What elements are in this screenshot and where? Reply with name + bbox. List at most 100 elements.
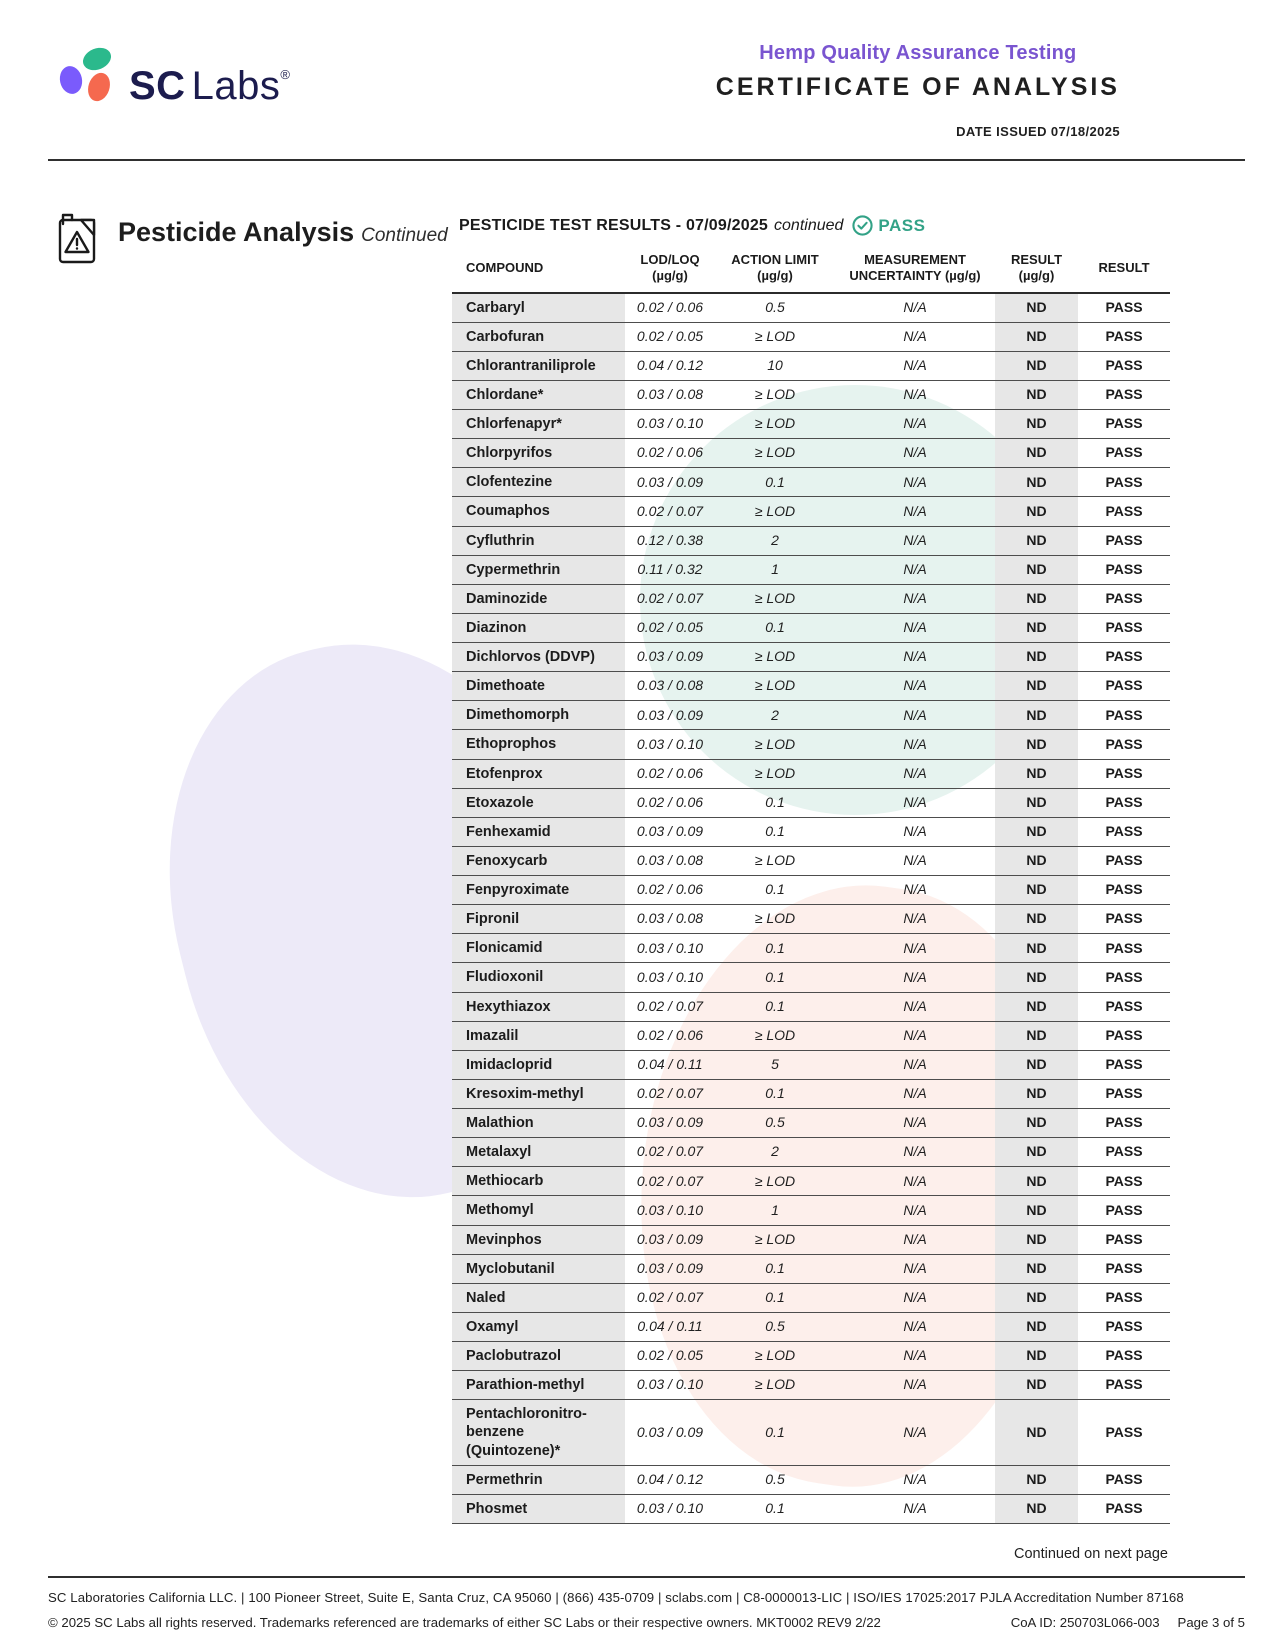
results-heading-suffix: continued [774, 216, 844, 234]
compound-name: Naled [452, 1283, 625, 1313]
section-title-wrap: Pesticide Analysis Continued [118, 207, 448, 1524]
result-value: ND [995, 817, 1078, 847]
uncertainty-value: N/A [903, 1259, 927, 1276]
uncertainty-value: N/A [903, 648, 927, 665]
table-row: Metalaxyl 0.02 / 0.07 2 N/A ND PASS [452, 1137, 1170, 1167]
logo-labs-text: Labs [191, 64, 281, 108]
results-heading: PESTICIDE TEST RESULTS - 07/09/2025 cont… [452, 199, 1170, 248]
pass-badge: PASS [852, 215, 925, 236]
sc-labs-wordmark: SC Labs® [129, 44, 290, 117]
uncertainty-value: N/A [903, 560, 927, 577]
result-value: ND [995, 1399, 1078, 1466]
compound-name: Chlorpyrifos [452, 438, 625, 468]
uncertainty-value: N/A [903, 881, 927, 898]
result-value: ND [995, 933, 1078, 963]
table-row: Dimethomorph 0.03 / 0.09 2 N/A ND PASS [452, 700, 1170, 730]
compound-name: Myclobutanil [452, 1254, 625, 1284]
uncertainty-value: N/A [903, 1230, 927, 1247]
compound-name: Permethrin [452, 1465, 625, 1495]
compound-name: Chlorfenapyr* [452, 409, 625, 439]
section-title: Pesticide Analysis [118, 217, 355, 247]
result-value: ND [995, 1283, 1078, 1313]
table-row: Dimethoate 0.03 / 0.08 ≥ LOD N/A ND PASS [452, 671, 1170, 701]
lod-loq-value: 0.03 / 0.10 [636, 415, 704, 432]
compound-name: Hexythiazox [452, 992, 625, 1022]
section-heading-block: Pesticide Analysis Continued [48, 199, 452, 1524]
status-value: PASS [1105, 968, 1143, 985]
uncertainty-value: N/A [903, 823, 927, 840]
uncertainty-value: N/A [903, 1114, 927, 1131]
lod-loq-value: 0.03 / 0.09 [636, 473, 704, 490]
table-row: Chlorantraniliprole 0.04 / 0.12 10 N/A ND PAS… [452, 351, 1170, 381]
status-value: PASS [1105, 590, 1143, 607]
lod-loq-value: 0.02 / 0.05 [636, 327, 704, 344]
lod-loq-value: 0.02 / 0.07 [636, 1172, 704, 1189]
result-value: ND [995, 351, 1078, 381]
compound-name: Daminozide [452, 584, 625, 614]
pass-check-icon [852, 215, 874, 236]
table-row: Mevinphos 0.03 / 0.09 ≥ LOD N/A ND PASS [452, 1225, 1170, 1255]
compound-name: Dichlorvos (DDVP) [452, 642, 625, 672]
lod-loq-value: 0.02 / 0.07 [636, 1143, 704, 1160]
action-limit-value: ≥ LOD [754, 852, 796, 869]
table-row: Imidacloprid 0.04 / 0.11 5 N/A ND PASS [452, 1050, 1170, 1080]
table-row: Chlorpyrifos 0.02 / 0.06 ≥ LOD N/A ND PASS [452, 438, 1170, 468]
action-limit-value: ≥ LOD [754, 502, 796, 519]
uncertainty-value: N/A [903, 386, 927, 403]
status-value: PASS [1105, 735, 1143, 752]
lod-loq-value: 0.02 / 0.06 [636, 444, 704, 461]
compound-name: Fenhexamid [452, 817, 625, 847]
action-limit-value: ≥ LOD [754, 1026, 796, 1043]
table-row: Pentachloronitro- benzene (Quintozene)* 0… [452, 1399, 1170, 1466]
result-value: ND [995, 1108, 1078, 1138]
result-value: ND [995, 496, 1078, 526]
table-row: Ethoprophos 0.03 / 0.10 ≥ LOD N/A ND PASS [452, 729, 1170, 759]
uncertainty-value: N/A [903, 531, 927, 548]
compound-name: Coumaphos [452, 496, 625, 526]
action-limit-value: 0.1 [765, 619, 785, 636]
status-value: PASS [1105, 1026, 1143, 1043]
lod-loq-value: 0.03 / 0.09 [636, 1259, 704, 1276]
result-value: ND [995, 1050, 1078, 1080]
lod-loq-value: 0.03 / 0.10 [636, 735, 704, 752]
compound-name: Metalaxyl [452, 1137, 625, 1167]
status-value: PASS [1105, 1289, 1143, 1306]
status-value: PASS [1105, 560, 1143, 577]
lod-loq-value: 0.03 / 0.08 [636, 677, 704, 694]
status-value: PASS [1105, 881, 1143, 898]
action-limit-value: ≥ LOD [754, 735, 796, 752]
result-value: ND [995, 729, 1078, 759]
logo-sc-text: SC [129, 64, 186, 108]
status-value: PASS [1105, 1259, 1143, 1276]
lod-loq-value: 0.02 / 0.06 [636, 764, 704, 781]
compound-name: Ethoprophos [452, 729, 625, 759]
uncertainty-value: N/A [903, 1347, 927, 1364]
compound-name: Fludioxonil [452, 962, 625, 992]
result-value: ND [995, 788, 1078, 818]
table-row: Fenpyroximate 0.02 / 0.06 0.1 N/A ND PASS [452, 875, 1170, 905]
table-row: Fenoxycarb 0.03 / 0.08 ≥ LOD N/A ND PASS [452, 846, 1170, 876]
compound-name: Oxamyl [452, 1312, 625, 1342]
table-row: Fludioxonil 0.03 / 0.10 0.1 N/A ND PASS [452, 962, 1170, 992]
footer-copyright: © 2025 SC Labs all rights reserved. Trad… [48, 1614, 881, 1630]
action-limit-value: 0.5 [765, 1114, 785, 1131]
action-limit-value: 0.1 [765, 823, 785, 840]
lod-loq-value: 0.04 / 0.11 [637, 1318, 703, 1335]
uncertainty-value: N/A [903, 444, 927, 461]
status-value: PASS [1105, 939, 1143, 956]
uncertainty-value: N/A [903, 1500, 927, 1517]
action-limit-value: 0.5 [765, 1470, 785, 1487]
action-limit-value: 0.1 [765, 939, 785, 956]
action-limit-value: ≥ LOD [754, 648, 796, 665]
table-row: Permethrin 0.04 / 0.12 0.5 N/A ND PASS [452, 1465, 1170, 1495]
status-value: PASS [1105, 415, 1143, 432]
compound-name: Flonicamid [452, 933, 625, 963]
action-limit-value: ≥ LOD [754, 1376, 796, 1393]
action-limit-value: 0.1 [765, 1423, 785, 1440]
registered-mark: ® [280, 67, 291, 82]
compound-name: Chlordane* [452, 380, 625, 410]
result-value: ND [995, 1079, 1078, 1109]
result-value: ND [995, 642, 1078, 672]
uncertainty-value: N/A [903, 706, 927, 723]
table-row: Etofenprox 0.02 / 0.06 ≥ LOD N/A ND PASS [452, 759, 1170, 789]
